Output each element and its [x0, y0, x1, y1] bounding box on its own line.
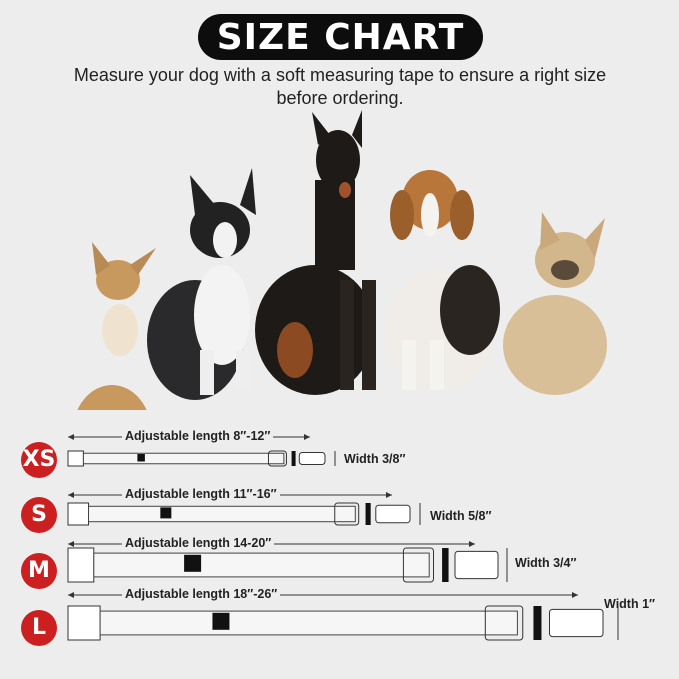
collar-strap: [93, 552, 430, 578]
length-label-m: Adjustable length 14-20″: [122, 536, 275, 550]
slider-buckle: [267, 450, 287, 467]
collar-buckle-end: [67, 547, 95, 583]
collar-strap: [88, 505, 356, 523]
subtitle: Measure your dog with a soft measuring t…: [73, 65, 607, 108]
release-buckle: [298, 452, 326, 465]
release-buckle: [549, 608, 604, 638]
slider-buckle: [334, 502, 360, 526]
logo-tag: [160, 507, 172, 519]
page-title: SIZE CHART: [198, 14, 483, 60]
collar-buckle-end: [67, 450, 84, 467]
logo-tag: [184, 554, 202, 572]
width-label-l: Width 1″: [604, 597, 656, 611]
release-buckle: [454, 550, 499, 580]
length-label-xs: Adjustable length 8″-12″: [122, 429, 274, 443]
chihuahua-image: [77, 242, 156, 410]
length-label-l: Adjustable length 18″-26″: [122, 587, 281, 601]
size-badge-m: M: [21, 553, 57, 589]
size-badge-l: L: [21, 610, 57, 646]
logo-tag: [212, 612, 230, 630]
width-label-s: Width 5/8″: [430, 509, 492, 523]
collar-strap: [82, 452, 285, 465]
keeper: [442, 548, 449, 582]
width-label-m: Width 3/4″: [515, 556, 577, 570]
collar-strap: [99, 610, 518, 636]
length-label-s: Adjustable length 11″-16″: [122, 487, 280, 501]
size-badge-s: S: [21, 497, 57, 533]
collar-buckle-end: [67, 502, 90, 526]
slider-buckle: [484, 605, 524, 641]
width-label-xs: Width 3/8″: [344, 452, 406, 466]
beagle-image: [385, 170, 500, 390]
size-badge-xs: XS: [21, 442, 57, 478]
doberman-image: [255, 110, 376, 395]
collar-buckle-end: [67, 605, 101, 641]
slider-buckle: [402, 547, 434, 583]
dogs-photo: [77, 110, 607, 410]
logo-tag: [137, 454, 145, 462]
french-bulldog-image: [503, 212, 607, 395]
keeper: [291, 451, 296, 466]
release-buckle: [375, 504, 411, 524]
keeper: [365, 503, 371, 525]
boston-terrier-image: [147, 168, 256, 400]
keeper: [533, 606, 542, 640]
